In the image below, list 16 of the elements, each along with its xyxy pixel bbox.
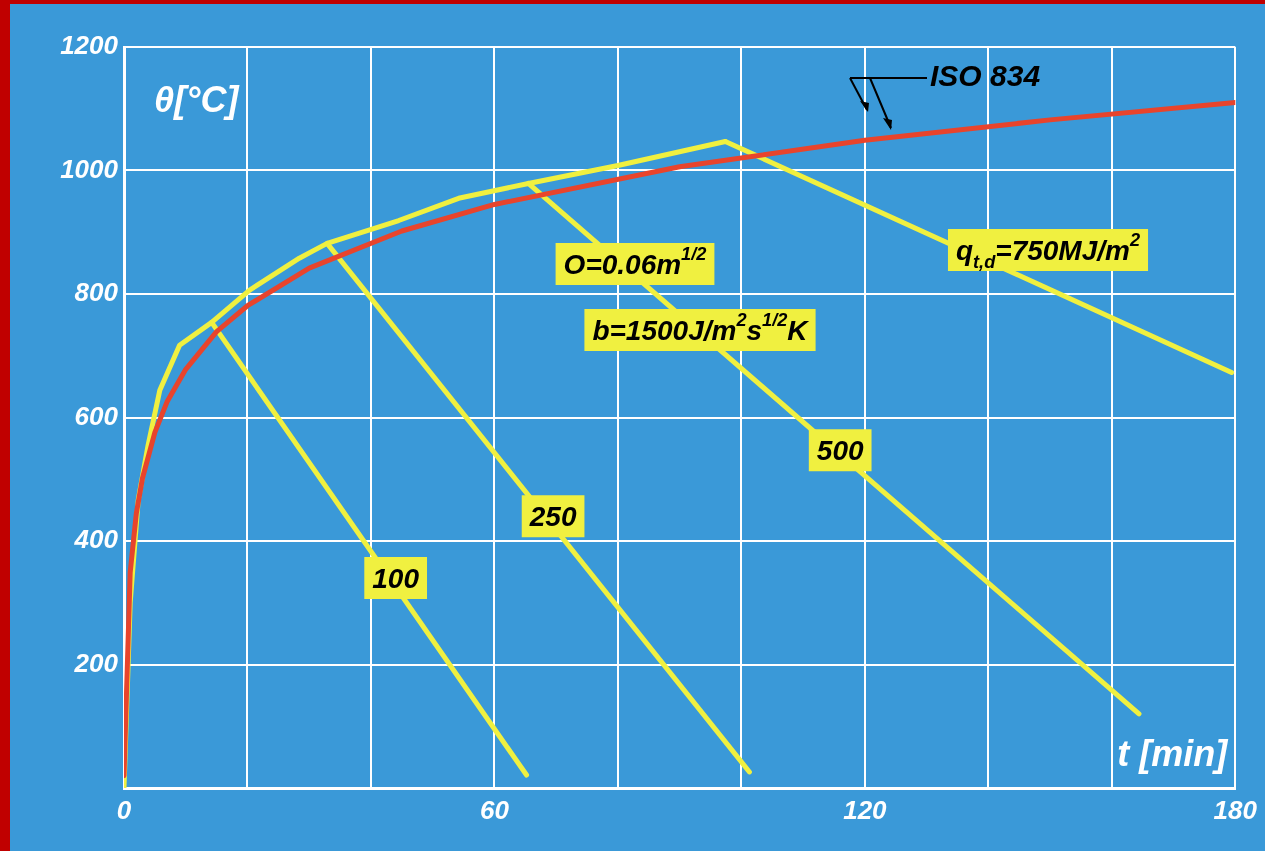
x-tick-label: 180 [1213,794,1258,825]
annotation: 250 [528,501,577,533]
y-tick-label: 1200 [60,30,119,61]
x-tick-label: 0 [116,794,132,825]
y-axis-title: θ[°C] [154,78,240,120]
y-tick-label: 200 [73,647,119,678]
y-tick-label: 600 [74,400,119,431]
series-label: ISO 834 [930,59,1041,93]
x-tick-label: 60 [479,794,510,825]
y-tick-label: 1000 [60,153,119,184]
y-tick-label: 400 [73,524,119,555]
annotation: 100 [372,562,420,594]
x-axis-title: t [min] [1117,732,1229,774]
x-tick-label: 120 [843,794,888,825]
y-tick-label: 800 [74,277,119,308]
annotation: 500 [816,434,864,466]
